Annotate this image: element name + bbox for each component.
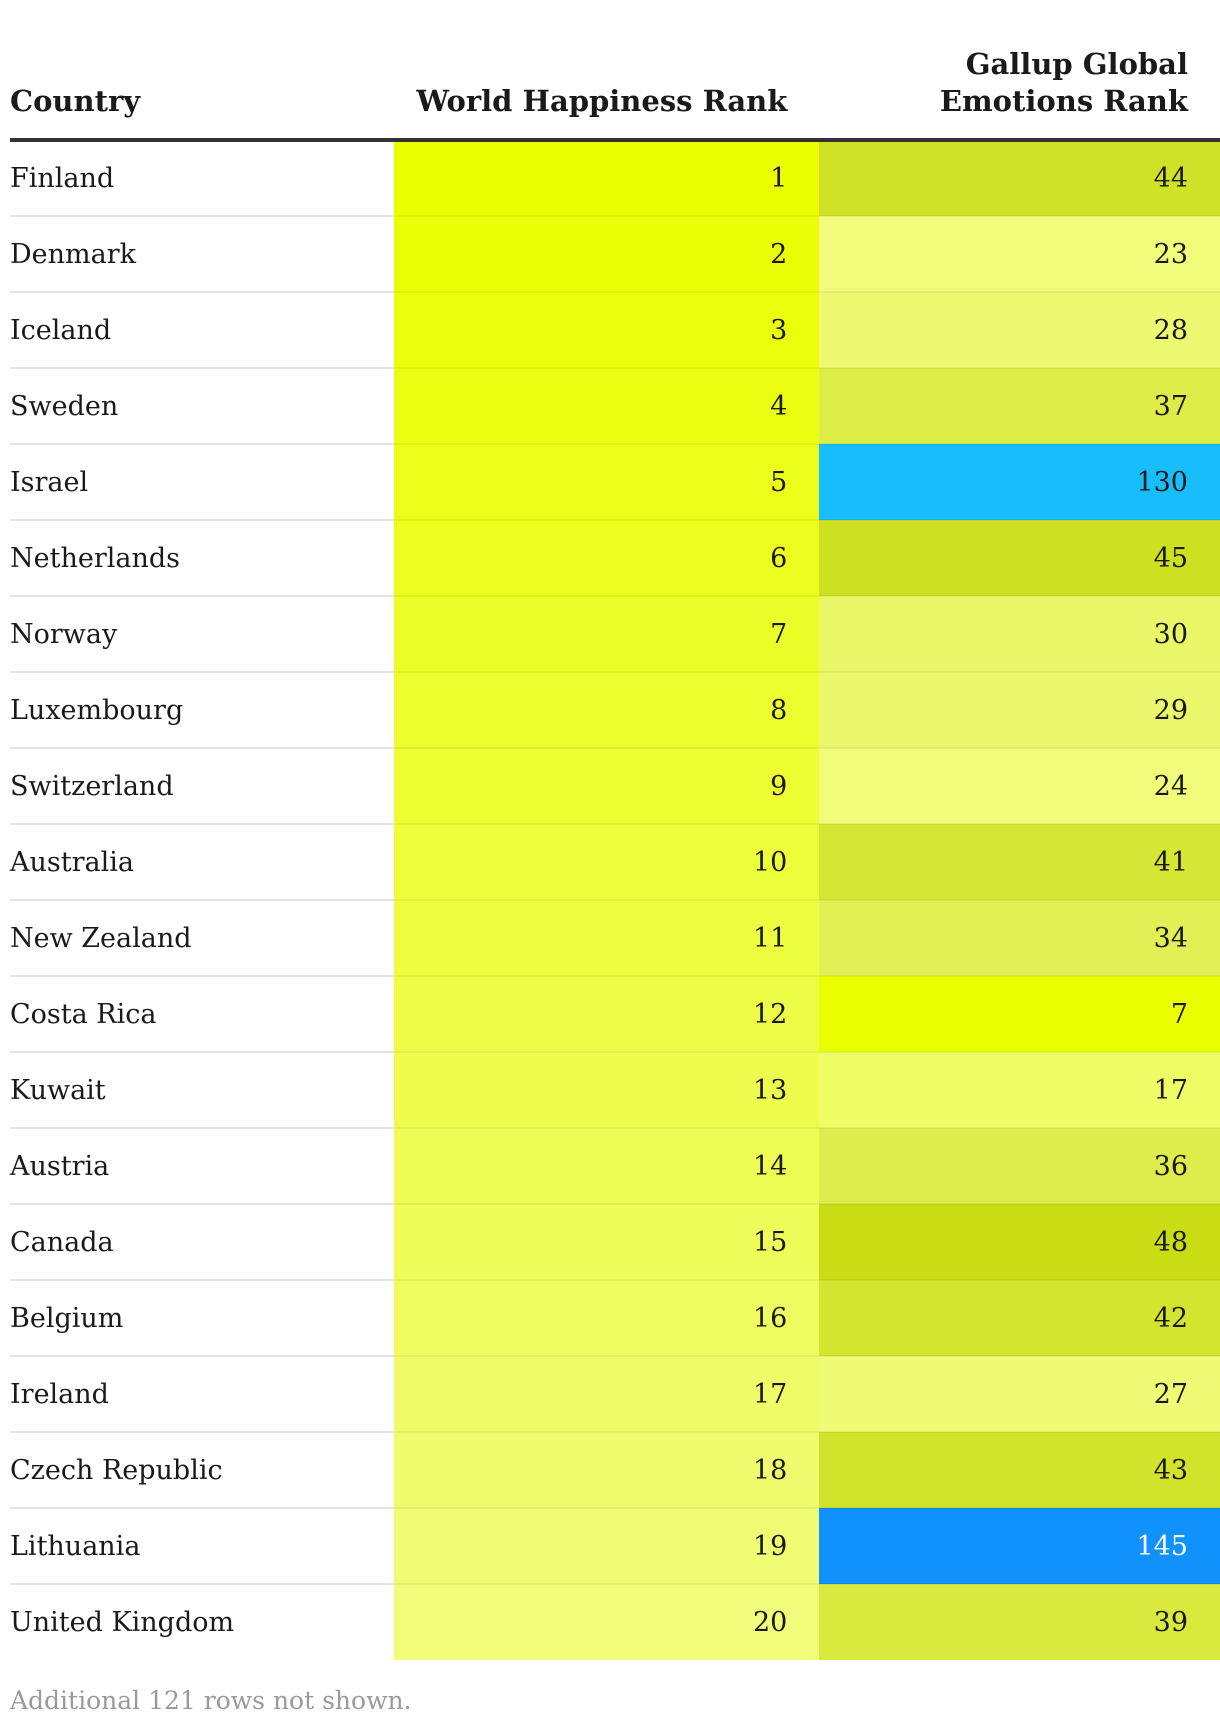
country-cell: Belgium xyxy=(10,1280,394,1357)
world-happiness-rank-cell: 12 xyxy=(393,976,820,1053)
table-body: Finland 1 44 Denmark 2 23 Iceland 3 28 Sweden 4 37 I… xyxy=(10,140,1220,1660)
country-cell: Switzerland xyxy=(10,748,394,825)
country-cell: United Kingdom xyxy=(10,1607,235,1638)
world-happiness-rank-cell: 1 xyxy=(393,140,820,217)
world-happiness-rank-cell: 8 xyxy=(393,672,820,749)
world-happiness-rank-cell: 17 xyxy=(393,1356,820,1433)
gallup-emotions-rank-cell: 36 xyxy=(819,1128,1220,1205)
world-happiness-rank-cell: 5 xyxy=(393,444,820,521)
rank-table: Country World Happiness Rank Gallup Glob… xyxy=(10,0,1220,1660)
table-row: Kuwait 13 17 xyxy=(10,1052,1220,1129)
country-cell: Iceland xyxy=(10,292,394,369)
gallup-emotions-rank-cell: 23 xyxy=(819,216,1220,293)
table-row: Czech Republic 18 43 xyxy=(10,1432,1220,1509)
world-happiness-rank-cell: 9 xyxy=(393,748,820,825)
world-happiness-rank-cell: 2 xyxy=(393,216,820,293)
gallup-emotions-rank-cell: 39 xyxy=(819,1584,1220,1660)
table-row: Ireland 17 27 xyxy=(10,1356,1220,1433)
country-cell: Canada xyxy=(10,1204,394,1281)
gallup-emotions-rank-cell: 30 xyxy=(819,596,1220,673)
header-row: Country World Happiness Rank Gallup Glob… xyxy=(10,0,1220,142)
table-row: Belgium 16 42 xyxy=(10,1280,1220,1357)
table-row: Austria 14 36 xyxy=(10,1128,1220,1205)
country-cell: Norway xyxy=(10,596,394,673)
country-cell: Costa Rica xyxy=(10,976,394,1053)
world-happiness-rank-cell: 3 xyxy=(393,292,820,369)
country-cell: Denmark xyxy=(10,216,394,293)
table-row: Netherlands 6 45 xyxy=(10,520,1220,597)
world-happiness-rank-cell: 15 xyxy=(393,1204,820,1281)
table-row: Australia 10 41 xyxy=(10,824,1220,901)
table-row: Norway 7 30 xyxy=(10,596,1220,673)
gallup-emotions-rank-cell: 145 xyxy=(819,1508,1220,1585)
country-cell: Australia xyxy=(10,824,394,901)
world-happiness-rank-cell: 13 xyxy=(393,1052,820,1129)
country-cell: Ireland xyxy=(10,1356,394,1433)
rank-table-wrapper: Country World Happiness Rank Gallup Glob… xyxy=(10,0,1220,1660)
gallup-emotions-rank-cell: 34 xyxy=(819,900,1220,977)
gallup-emotions-rank-cell: 42 xyxy=(819,1280,1220,1357)
gallup-emotions-rank-cell: 24 xyxy=(819,748,1220,825)
world-happiness-rank-cell: 11 xyxy=(393,900,820,977)
table-row: Switzerland 9 24 xyxy=(10,748,1220,825)
table-row: Costa Rica 12 7 xyxy=(10,976,1220,1053)
world-happiness-rank-cell: 6 xyxy=(393,520,820,597)
gallup-emotions-rank-cell: 37 xyxy=(819,368,1220,445)
column-header-gallup-emotions-rank[interactable]: Gallup Global Emotions Rank xyxy=(819,0,1220,142)
table-row: Luxembourg 8 29 xyxy=(10,672,1220,749)
table-row: Canada 15 48 xyxy=(10,1204,1220,1281)
country-cell: New Zealand xyxy=(10,900,394,977)
world-happiness-rank-cell: 19 xyxy=(393,1508,820,1585)
table-row: Israel 5 130 xyxy=(10,444,1220,521)
table-row: United Kingdom 20 39 xyxy=(10,1584,1220,1660)
gallup-emotions-rank-cell: 48 xyxy=(819,1204,1220,1281)
country-cell: Czech Republic xyxy=(10,1432,394,1509)
world-happiness-rank-cell: 20 xyxy=(393,1584,820,1660)
table-row: Lithuania 19 145 xyxy=(10,1508,1220,1585)
column-header-country[interactable]: Country xyxy=(10,0,394,142)
country-cell: Israel xyxy=(10,444,394,521)
world-happiness-rank-cell: 7 xyxy=(393,596,820,673)
country-cell: Finland xyxy=(10,140,394,217)
table-row: New Zealand 11 34 xyxy=(10,900,1220,977)
gallup-emotions-rank-cell: 28 xyxy=(819,292,1220,369)
table-row: Finland 1 44 xyxy=(10,140,1220,217)
country-cell: Netherlands xyxy=(10,520,394,597)
gallup-emotions-rank-cell: 27 xyxy=(819,1356,1220,1433)
gallup-emotions-rank-cell: 45 xyxy=(819,520,1220,597)
country-cell: Austria xyxy=(10,1128,394,1205)
table-row: Iceland 3 28 xyxy=(10,292,1220,369)
country-cell: Sweden xyxy=(10,368,394,445)
world-happiness-rank-cell: 10 xyxy=(393,824,820,901)
country-cell: Kuwait xyxy=(10,1052,394,1129)
gallup-emotions-rank-cell: 43 xyxy=(819,1432,1220,1509)
column-header-world-happiness-rank[interactable]: World Happiness Rank xyxy=(393,0,820,142)
rows-not-shown-note: Additional 121 rows not shown. xyxy=(10,1686,412,1715)
gallup-emotions-rank-cell: 17 xyxy=(819,1052,1220,1129)
world-happiness-rank-cell: 14 xyxy=(393,1128,820,1205)
gallup-emotions-rank-cell: 41 xyxy=(819,824,1220,901)
gallup-emotions-rank-cell: 130 xyxy=(819,444,1220,521)
country-cell: Lithuania xyxy=(10,1508,394,1585)
world-happiness-rank-cell: 18 xyxy=(393,1432,820,1509)
table-row: Sweden 4 37 xyxy=(10,368,1220,445)
gallup-emotions-rank-cell: 44 xyxy=(819,140,1220,217)
world-happiness-rank-cell: 4 xyxy=(393,368,820,445)
gallup-emotions-rank-cell: 29 xyxy=(819,672,1220,749)
gallup-emotions-rank-cell: 7 xyxy=(819,976,1220,1053)
table-row: Denmark 2 23 xyxy=(10,216,1220,293)
world-happiness-rank-cell: 16 xyxy=(393,1280,820,1357)
country-cell: Luxembourg xyxy=(10,672,394,749)
